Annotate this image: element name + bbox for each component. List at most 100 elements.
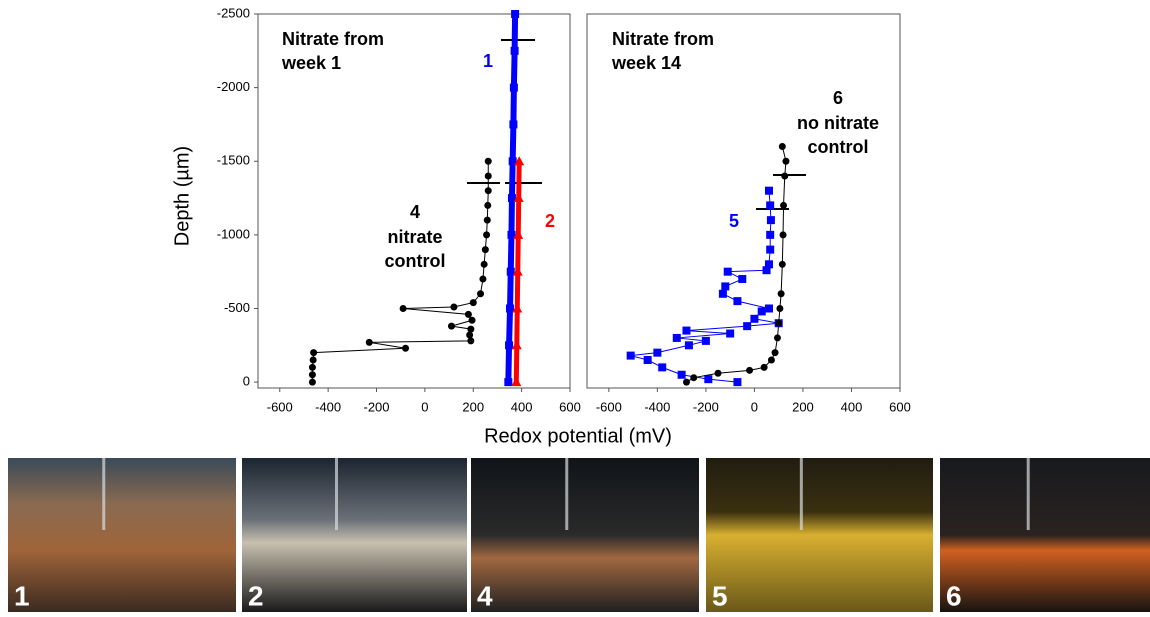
x-axis-label: Redox potential (mV) [484,425,672,447]
point [766,201,774,209]
series-label: 6 [833,88,843,108]
point [310,349,317,356]
series-label: 1 [483,51,493,71]
point [465,311,472,318]
y-tick-label: -2500 [217,5,250,20]
point [400,305,407,312]
x-tick-label: -400 [315,399,341,414]
point [470,299,477,306]
x-tick-label: 400 [841,399,863,414]
point [721,282,729,290]
point [658,363,666,371]
point [466,331,473,338]
point [774,334,781,341]
point [481,261,488,268]
x-tick-label: 600 [559,399,581,414]
point [781,172,788,179]
point [733,378,741,386]
point [484,217,491,224]
y-tick-label: -1500 [217,153,250,168]
point [469,317,476,324]
point [690,374,697,381]
point [733,297,741,305]
point [467,326,474,333]
photo [940,458,1150,612]
point [743,322,751,330]
point [779,143,786,150]
photo-label: 2 [248,580,264,611]
photo-label: 5 [712,580,728,611]
panel-title: week 1 [281,53,341,73]
y-tick-label: -2000 [217,79,250,94]
panel-title: Nitrate from [282,29,384,49]
point [510,84,518,92]
photo [706,458,933,612]
point [484,202,491,209]
point [673,334,681,342]
point [506,304,514,312]
y-tick-label: -500 [224,300,250,315]
x-tick-label: -400 [644,399,670,414]
series-line [312,161,488,382]
point [765,187,773,195]
point [772,349,779,356]
x-tick-label: -200 [693,399,719,414]
series-label: control [808,137,869,157]
point [738,275,746,283]
photo-label: 6 [946,580,962,611]
point [746,367,753,374]
point [678,371,686,379]
series-label: nitrate [387,227,442,247]
point [766,246,774,254]
photo [8,458,236,612]
point [366,339,373,346]
point [309,364,316,371]
x-tick-label: 0 [421,399,428,414]
y-tick-label: 0 [243,374,250,389]
point [685,341,693,349]
point [682,327,690,335]
point [653,349,661,357]
point [485,158,492,165]
point [715,370,722,377]
point [485,172,492,179]
photo-label: 4 [477,580,493,611]
y-axis-label: Depth (µm) [171,146,193,246]
point [402,345,409,352]
point [511,10,519,18]
series-label: 5 [729,211,739,231]
point [467,337,474,344]
photo [471,458,699,612]
x-tick-label: -600 [596,399,622,414]
panel-title: Nitrate from [612,29,714,49]
series-label: control [385,251,446,271]
figure: -600-400-2000200400600-2500-2000-1500-10… [0,0,1150,612]
point [683,379,690,386]
x-tick-label: -600 [267,399,293,414]
point [765,260,773,268]
point [726,330,734,338]
point [448,323,455,330]
point [780,231,787,238]
point [779,261,786,268]
point [477,290,484,297]
point [504,378,512,386]
point [761,364,768,371]
point [766,231,774,239]
point [778,290,785,297]
photo [242,458,467,612]
point [485,187,492,194]
point [627,352,635,360]
x-tick-label: -200 [363,399,389,414]
point [512,340,522,349]
point [750,315,758,323]
point [768,357,775,364]
point [309,371,316,378]
series-label: 4 [410,202,420,222]
point [782,158,789,165]
point [702,337,710,345]
point [483,231,490,238]
point [509,120,517,128]
point [309,379,316,386]
